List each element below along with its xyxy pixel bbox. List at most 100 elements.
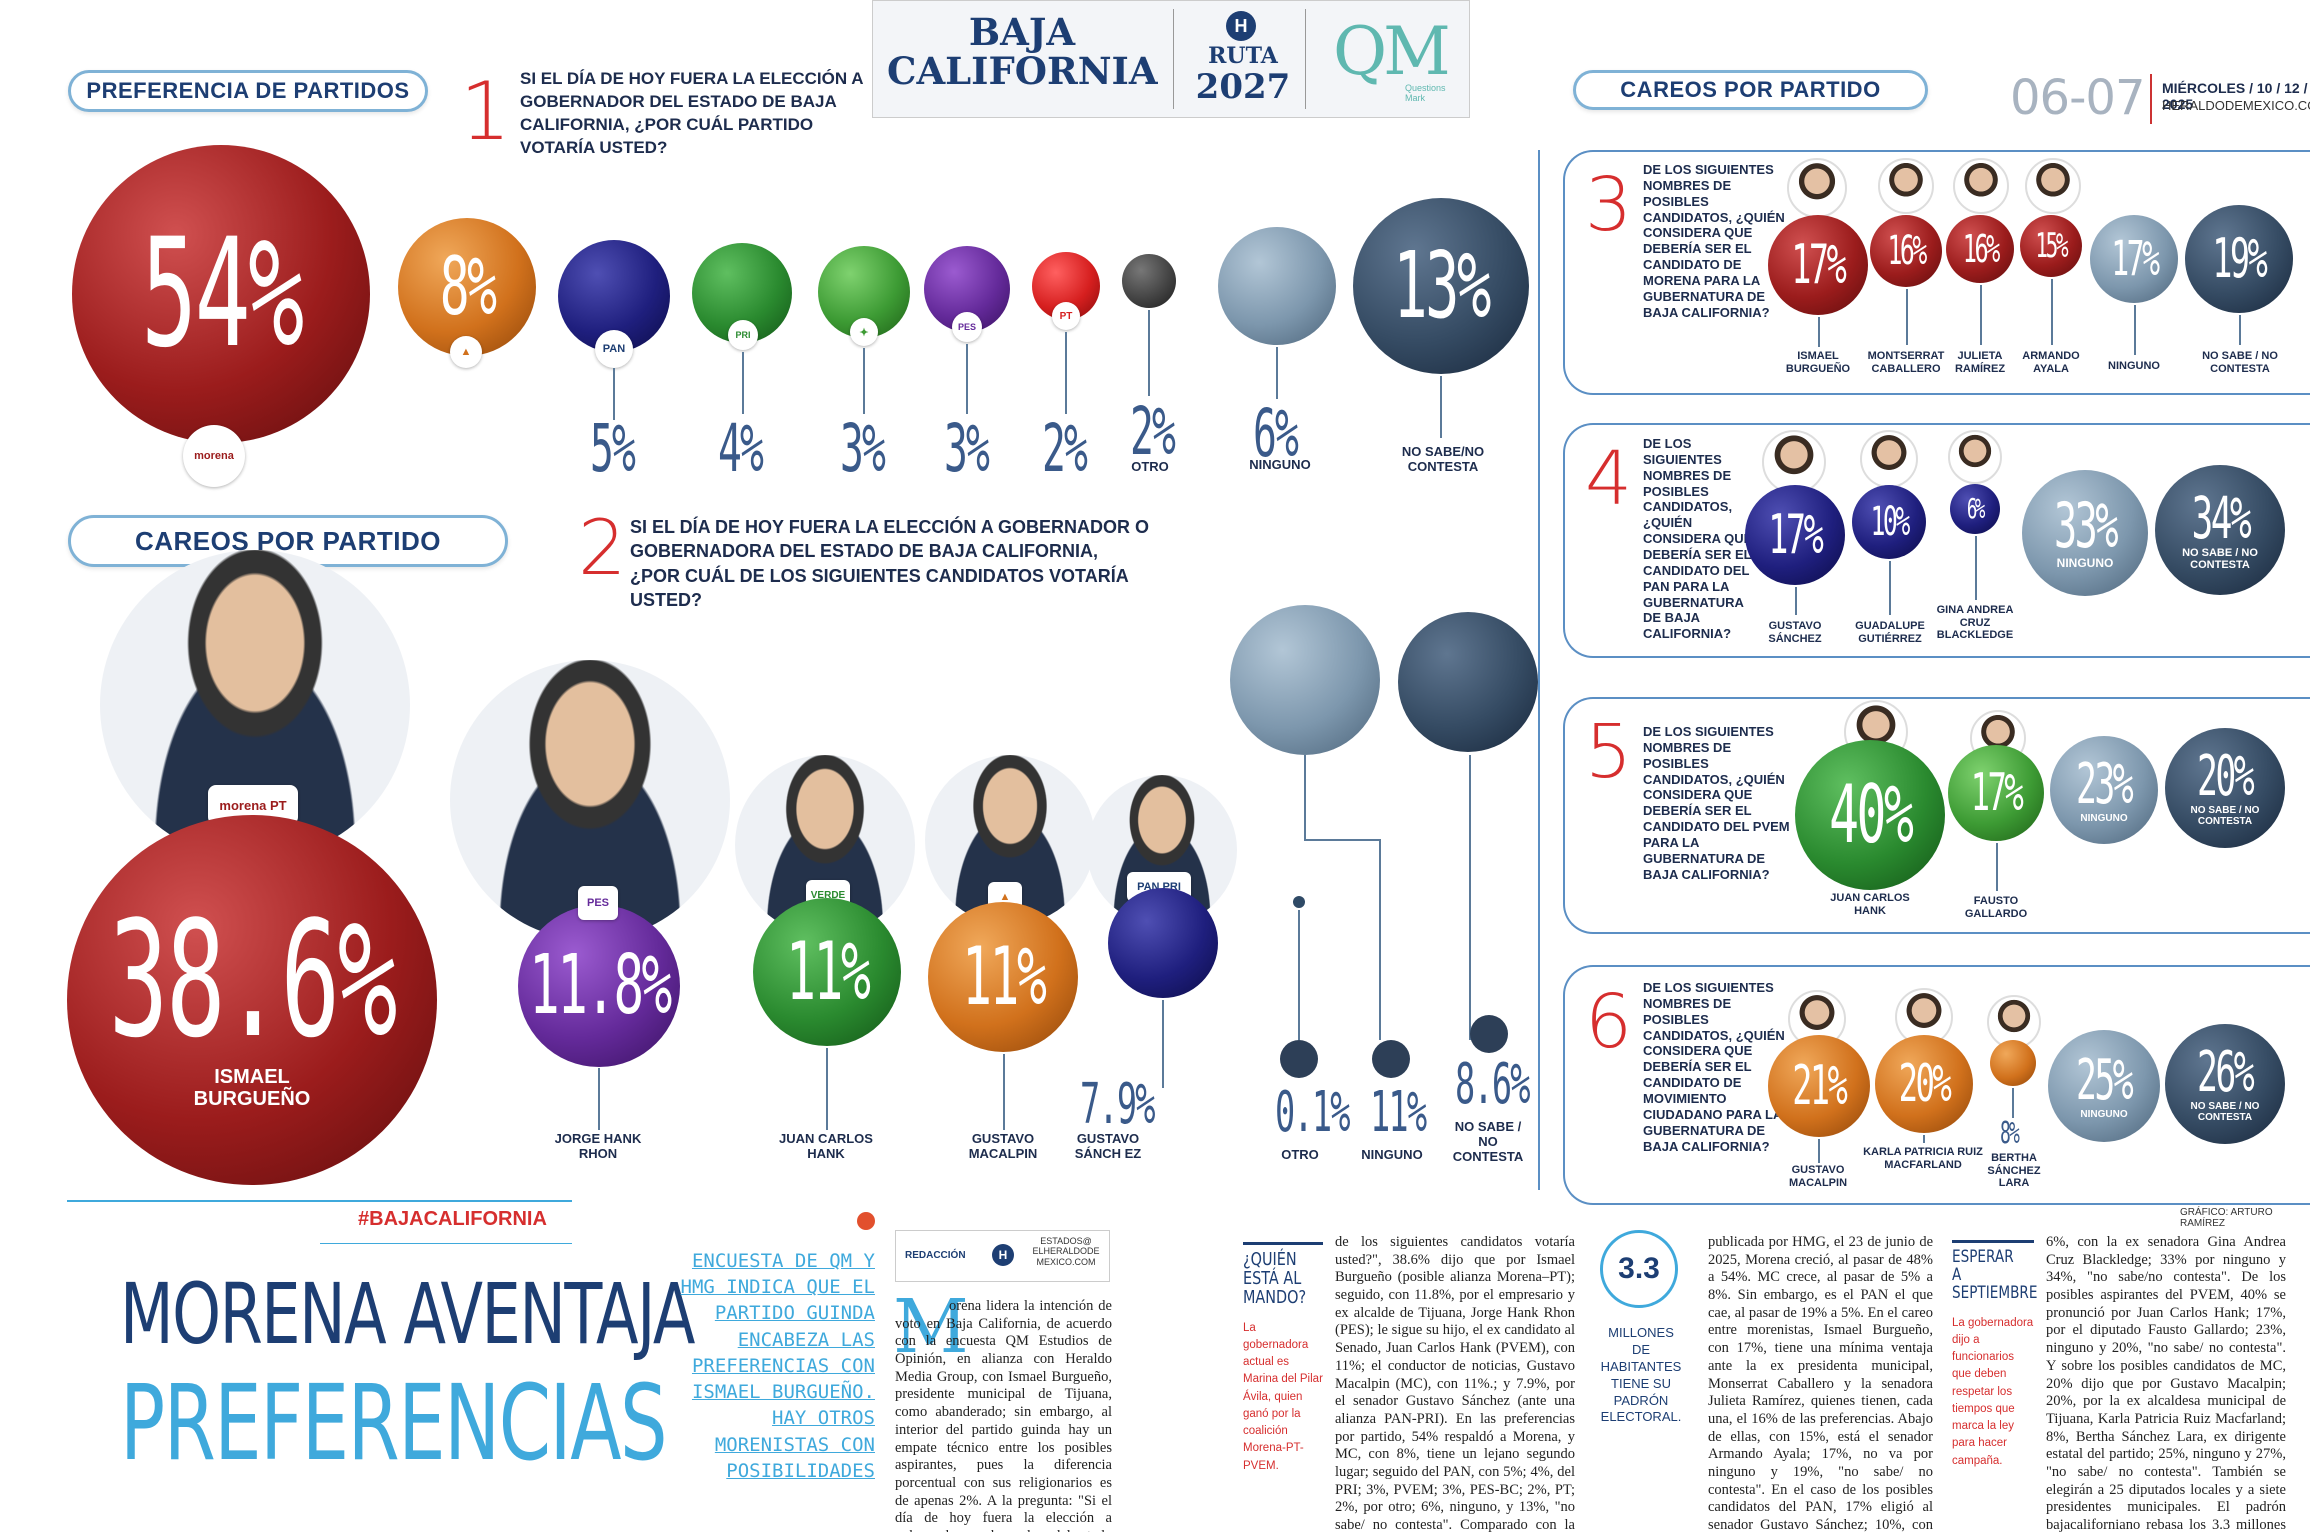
qm-sub: Questions Mark — [1405, 83, 1446, 103]
headline-2: PREFERENCIAS — [120, 1362, 668, 1484]
pes-logo-icon: PES — [952, 312, 982, 342]
page-numbers: 06-07 — [2010, 70, 2145, 126]
ninguno-ball-2 — [1230, 605, 1380, 755]
q4-name-2: GUADALUPE GUTIÉRREZ — [1855, 620, 1925, 645]
q4-number: 4 — [1585, 436, 1633, 522]
otro-dot — [1293, 896, 1305, 908]
pvem-toucan-icon: ✦ — [850, 318, 878, 346]
byline: REDACCIÓN — [905, 1250, 966, 1261]
otro-pct-2: 0.1% — [1275, 1080, 1351, 1145]
connector-lines — [1304, 755, 1471, 1040]
pri-logo-icon: PRI — [728, 320, 758, 350]
nosabe-pct-2: 8.6% — [1455, 1052, 1531, 1117]
q6-ball-4: 25% NINGUNO — [2048, 1030, 2160, 1142]
column-1: orena lidera la intención de voto en Baj… — [895, 1298, 1112, 1532]
q5-ball-3: 23% NINGUNO — [2050, 736, 2158, 844]
ninguno-pct: 6% — [1253, 395, 1299, 472]
q3-name-4: ARMANDO AYALA — [2022, 350, 2080, 375]
headline-1: MORENA AVENTAJA — [120, 1265, 695, 1363]
q4-card — [1563, 423, 2310, 658]
q4-text: DE LOS SIGUIENTES NOMBRES DE POSIBLES CA… — [1643, 436, 1753, 642]
graphic-credit: GRÁFICO: ARTURO RAMÍREZ — [2180, 1207, 2273, 1229]
q3-ball-4: 15% — [2020, 215, 2082, 277]
nosabe-ball: 13% — [1353, 198, 1529, 374]
q3-ball-5: 17% — [2090, 215, 2178, 303]
gustavo-sanchez-pct: 7.9% — [1080, 1072, 1156, 1137]
q4-ball-2: 10% — [1852, 485, 1926, 559]
mc-ball: 8% — [398, 218, 536, 356]
section1-pill: PREFERENCIA DE PARTIDOS — [68, 70, 428, 112]
q3-name-5: NINGUNO — [2108, 360, 2160, 372]
sidebar-1-title: ¿QUIÉN ESTÁ AL MANDO? — [1243, 1249, 1307, 1308]
q6-name-1: GUSTAVO MACALPIN — [1788, 1164, 1848, 1189]
pri-pct: 4% — [718, 410, 764, 487]
q5-name-1: JUAN CARLOS HANK — [1830, 892, 1910, 917]
gustavo-macalpin-name: GUSTAVO MACALPIN — [968, 1131, 1038, 1161]
q4-ball-5: 34% NO SABE / NO CONTESTA — [2155, 465, 2285, 595]
gustavo-sanchez-ball — [1108, 888, 1218, 998]
stat-circle: 3.3 — [1600, 1230, 1678, 1308]
ninguno-pct-2: 11% — [1370, 1080, 1427, 1145]
q3-ball-6: 19% — [2185, 205, 2293, 313]
ayala-face — [2025, 158, 2081, 214]
pvem-pct: 3% — [840, 410, 886, 487]
q5-ball-2: 17% — [1948, 745, 2044, 841]
pes-logo-icon-2: PES — [578, 886, 618, 920]
morena-logo-icon: morena — [183, 425, 245, 487]
question-2-text: SI EL DÍA DE HOY FUERA LA ELECCIÓN A GOB… — [630, 517, 1150, 610]
pt-logo-icon: PT — [1052, 302, 1080, 330]
question-1-number: 1 — [460, 65, 511, 158]
q6-name-2: KARLA PATRICIA RUIZ MACFARLAND — [1863, 1146, 1983, 1171]
q5-card — [1563, 697, 2310, 934]
gustavo-sanchez-name: GUSTAVO SÁNCH EZ — [1074, 1131, 1142, 1161]
nosabe-person-icon — [1470, 1015, 1508, 1053]
ruta-label: RUTA — [1208, 43, 1278, 69]
juan-carlos-hank-ball: 11% — [753, 898, 901, 1046]
page-site: HERALDODEMEXICO.COM.MX — [2162, 98, 2310, 113]
gina-cruz-face — [1948, 430, 2002, 484]
q4-ball-3: 6% — [1950, 484, 2000, 534]
otro-person-icon — [1280, 1040, 1318, 1078]
q3-name-1: ISMAEL BURGUEÑO — [1785, 350, 1851, 375]
heraldo-logo-icon: H — [1226, 11, 1256, 41]
mc-eagle-icon: ▲ — [450, 336, 482, 368]
masthead: BAJA CALIFORNIA H RUTA 2027 QM Questions… — [872, 0, 1470, 118]
otro-label: OTRO — [1131, 459, 1169, 474]
q3-ball-1: 17% — [1768, 215, 1868, 315]
q4-ball-4: 33% NINGUNO — [2022, 470, 2148, 596]
qm-logo: QM — [1333, 13, 1451, 90]
pan-pct: 5% — [590, 410, 636, 487]
q3-card — [1563, 150, 2310, 395]
otro-pct: 2% — [1130, 393, 1176, 470]
burgueno-ball: 38.6% ISMAEL BURGUEÑO — [67, 815, 437, 1185]
gustavo-sanchez-face — [1762, 430, 1826, 494]
pan-logo-icon: PAN — [595, 330, 633, 368]
burgueno-face — [1787, 158, 1847, 218]
q6-ball-5: 26% NO SABE / NO CONTESTA — [2165, 1024, 2285, 1144]
q5-ball-4: 20% NO SABE / NO CONTESTA — [2165, 728, 2285, 848]
q6-pct-3: 8% — [2000, 1116, 2020, 1151]
column-3: publicada por HMG, el 23 de junio de 202… — [1708, 1234, 1933, 1532]
guadalupe-gutierrez-face — [1860, 430, 1918, 488]
q3-name-3: JULIETA RAMÍREZ — [1954, 350, 2006, 375]
karla-ruiz-face — [1895, 988, 1953, 1046]
sidebar-2-text: La gobernadora dijo a funcionarios que d… — [1952, 1316, 2034, 1467]
stat-text: MILLONES DE HABITANTES TIENE SU PADRÓN E… — [1600, 1325, 1682, 1425]
sidebar-2-title: ESPERAR A SEPTIEMBRE — [1952, 1247, 2038, 1303]
q3-name-2: MONTSERRAT CABALLERO — [1867, 350, 1945, 375]
juan-carlos-hank-name: JUAN CARLOS HANK — [779, 1131, 873, 1161]
q6-number: 6 — [1585, 979, 1633, 1065]
morena-ball: 54% — [72, 145, 370, 443]
q5-text: DE LOS SIGUIENTES NOMBRES DE POSIBLES CA… — [1643, 724, 1790, 882]
nosabe-ball-2 — [1398, 612, 1538, 752]
q6-text: DE LOS SIGUIENTES NOMBRES DE POSIBLES CA… — [1643, 980, 1785, 1154]
right-pill: CAREOS POR PARTIDO — [1573, 70, 1928, 110]
deck-dot — [857, 1212, 875, 1230]
q6-name-3: BERTHA SÁNCHEZ LARA — [1987, 1152, 2041, 1190]
sidebar-1: ¿QUIÉN ESTÁ AL MANDO? La gobernadora act… — [1243, 1242, 1323, 1492]
caballero-face — [1878, 158, 1934, 214]
column-2: de los siguientes candidatos votaría ust… — [1335, 1234, 1575, 1532]
nosabe-label: NO SABE/NO CONTESTA — [1401, 444, 1485, 474]
otro-ball — [1122, 254, 1176, 308]
q4-name-3: GINA ANDREA CRUZ BLACKLEDGE — [1936, 604, 2014, 642]
